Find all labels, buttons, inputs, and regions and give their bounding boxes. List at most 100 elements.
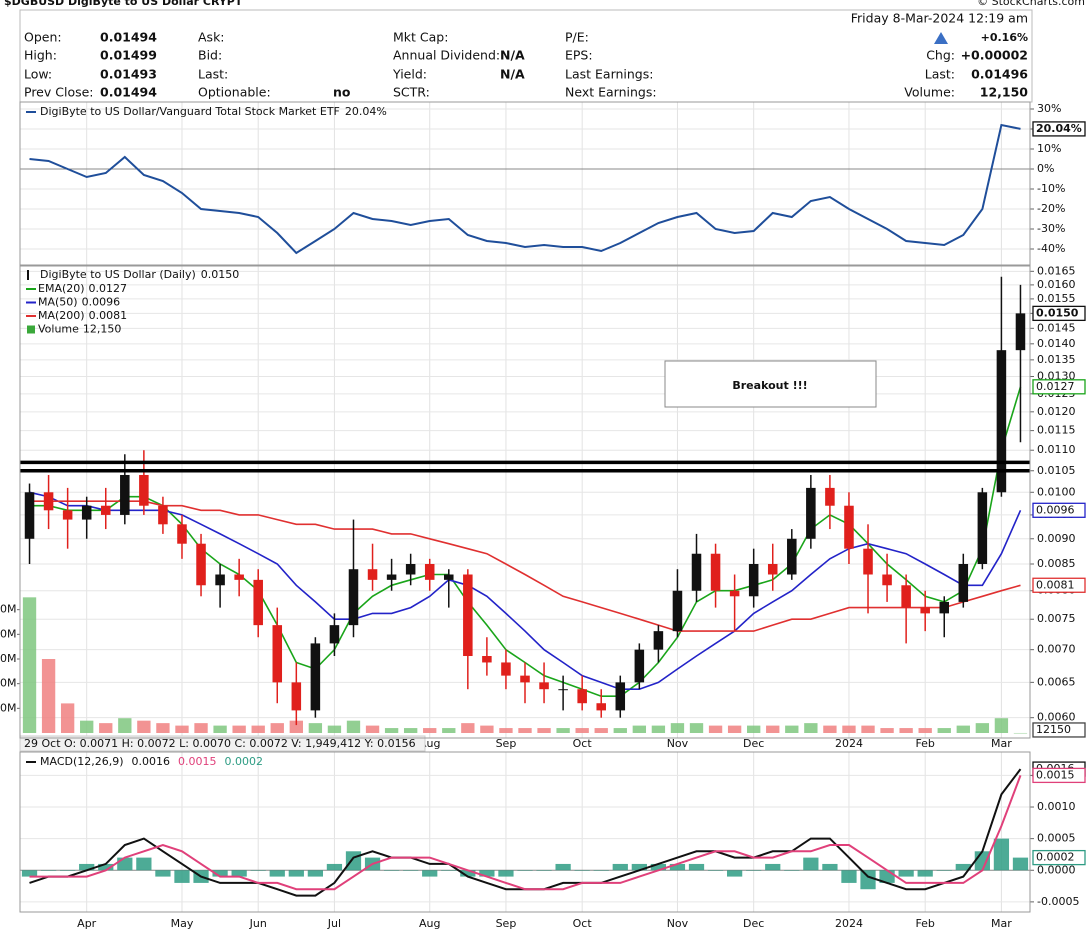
histogram-bar <box>269 870 285 877</box>
x-tick-label: Apr <box>77 917 97 930</box>
hover-info-box <box>19 735 426 752</box>
candle-body <box>787 538 797 575</box>
histogram-bar <box>593 870 609 871</box>
value-box <box>1032 849 1086 866</box>
candle-body <box>539 682 549 690</box>
volume-bar <box>689 723 704 733</box>
volume-bar <box>842 725 856 733</box>
legend: Volume 12,150 <box>38 323 121 336</box>
legend: DigiByte to US Dollar/Vanguard Total Sto… <box>40 105 387 118</box>
value-box-label: 0.0015 <box>1036 768 1075 781</box>
volume-tick-label: 0M <box>0 603 17 616</box>
candle-body <box>81 505 92 520</box>
field-label: Mkt Cap: <box>393 30 448 45</box>
histogram-bar <box>403 870 419 871</box>
x-tick-label: Dec <box>743 917 764 930</box>
candle-body <box>748 563 759 597</box>
field-label: Chg: <box>926 48 955 63</box>
volume-bar <box>251 725 265 733</box>
x-tick-label: May <box>171 917 194 930</box>
histogram-bar <box>383 870 400 871</box>
x-tick-label: Mar <box>991 917 1012 930</box>
field-label: Yield: <box>392 67 427 82</box>
y-tick-label: 0.0160 <box>1037 278 1076 291</box>
legend-name: Volume <box>38 323 79 336</box>
value-box-label: 0.0127 <box>1036 380 1075 393</box>
volume-bar <box>308 723 323 733</box>
candle-body <box>196 543 206 586</box>
candle-body <box>634 649 645 683</box>
legend-value: 12,150 <box>83 323 122 336</box>
histogram-bar <box>822 863 838 871</box>
histogram-bar <box>612 863 628 871</box>
volume-bar <box>213 725 227 733</box>
legend-value: 0.0015 <box>178 755 217 768</box>
legend-value: 0.0016 <box>132 755 171 768</box>
histogram-bar <box>21 870 38 877</box>
value-box-label: 12150 <box>1036 723 1071 736</box>
y-tick-label: 0.0085 <box>1037 557 1076 570</box>
field-label: Open: <box>24 30 62 45</box>
candle-body <box>424 563 435 580</box>
panel-frame <box>19 265 1031 739</box>
volume-bar <box>537 728 551 733</box>
histogram-bar <box>803 857 819 871</box>
histogram-bar <box>536 870 552 871</box>
change-pct: +0.16% <box>981 31 1028 44</box>
candle-body <box>1015 313 1026 351</box>
candle-body <box>577 689 587 704</box>
y-tick-label: -30% <box>1037 222 1065 235</box>
value-box <box>1032 722 1086 738</box>
candle-body <box>558 689 568 691</box>
volume-bar <box>480 725 494 733</box>
y-tick-label: 0.0155 <box>1037 292 1076 305</box>
histogram-bar <box>231 870 247 877</box>
y-tick-label: -40% <box>1037 242 1065 255</box>
histogram-bar <box>79 863 95 871</box>
y-tick-label: -20% <box>1037 202 1065 215</box>
y-tick-label: 0.0120 <box>1037 405 1076 418</box>
histogram-bar <box>574 870 590 871</box>
field-value: 12,150 <box>980 85 1029 100</box>
volume-bar <box>1013 732 1028 734</box>
y-tick-label: 0.0070 <box>1037 643 1076 656</box>
x-tick-label: Jul <box>327 917 341 930</box>
candle-body <box>939 601 950 614</box>
candle-body <box>729 590 740 597</box>
x-tick-label: Sep <box>496 737 517 750</box>
volume-bar <box>975 723 990 733</box>
value-box <box>1032 305 1086 322</box>
volume-tick-label: 0M <box>0 627 17 640</box>
histogram-bar <box>212 870 228 877</box>
volume-bar <box>60 703 75 733</box>
field-value: +0.00002 <box>961 48 1028 63</box>
y-tick-label: 0.0165 <box>1037 264 1076 277</box>
field-value: 0.01494 <box>100 85 157 100</box>
legend-name: MA(200) <box>38 309 85 322</box>
volume-bar <box>804 723 818 733</box>
field-value: 0.01496 <box>971 67 1028 82</box>
volume-bar <box>766 725 780 733</box>
histogram-bar <box>155 870 171 877</box>
y-tick-label: 0.0140 <box>1037 337 1076 350</box>
volume-bar <box>594 728 608 733</box>
y-tick-label: 0.0090 <box>1037 532 1076 545</box>
field-label: Prev Close: <box>24 85 94 100</box>
field-label: EPS: <box>565 48 593 63</box>
candle-body <box>920 607 930 614</box>
field-label: P/E: <box>565 30 589 45</box>
histogram-bar <box>555 863 571 871</box>
volume-bar <box>670 723 685 733</box>
candle-body <box>596 703 606 711</box>
candle-body <box>139 474 149 506</box>
field-value: 0.01493 <box>100 67 157 82</box>
volume-bar <box>22 597 37 733</box>
volume-bar <box>613 728 627 733</box>
y-tick-label: 0.0100 <box>1037 485 1076 498</box>
candle-body <box>672 590 683 632</box>
y-tick-label: 0.0135 <box>1037 353 1076 366</box>
volume-bar <box>156 723 170 733</box>
volume-bar <box>346 720 361 733</box>
histogram-bar <box>631 863 647 871</box>
candle-body <box>958 563 969 602</box>
